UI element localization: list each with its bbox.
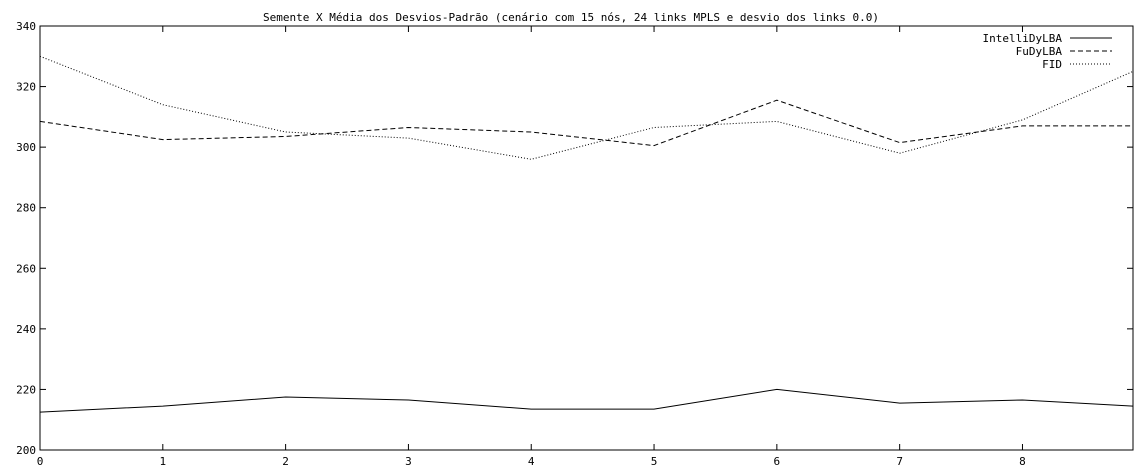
- x-tick-label: 8: [1019, 455, 1026, 467]
- plot-frame: [39, 25, 1134, 451]
- legend-label: FuDyLBA: [1016, 45, 1063, 58]
- y-tick-label: 340: [16, 20, 36, 33]
- x-tick-label: 5: [651, 455, 658, 467]
- x-tick-label: 2: [282, 455, 289, 467]
- legend-label: IntelliDyLBA: [983, 32, 1063, 45]
- x-tick-label: 3: [405, 455, 412, 467]
- series-line-fid: [39, 55, 1134, 160]
- legend-label: FID: [1042, 58, 1062, 71]
- series-line-fudylba: [39, 99, 1133, 147]
- y-tick-label: 320: [16, 81, 36, 94]
- x-tick-label: 7: [896, 455, 903, 467]
- y-tick-label: 300: [16, 141, 36, 154]
- x-tick-label: 6: [774, 455, 781, 467]
- y-tick-label: 280: [16, 202, 36, 215]
- series-line-intellidylba: [39, 388, 1134, 413]
- y-tick-label: 220: [16, 383, 36, 396]
- x-tick-label: 0: [37, 455, 44, 467]
- series-layer: [39, 55, 1134, 413]
- chart-title: Semente X Média dos Desvios-Padrão (cená…: [263, 11, 879, 24]
- x-tick-label: 4: [528, 455, 535, 467]
- axes: 200 220 240 260 280 300 320 340 0 1 2 3 4 5 6 7 8: [16, 20, 1133, 467]
- x-tick-label: 1: [159, 455, 166, 467]
- y-tick-label: 260: [16, 262, 36, 275]
- y-tick-label: 200: [16, 444, 36, 457]
- y-tick-label: 240: [16, 323, 36, 336]
